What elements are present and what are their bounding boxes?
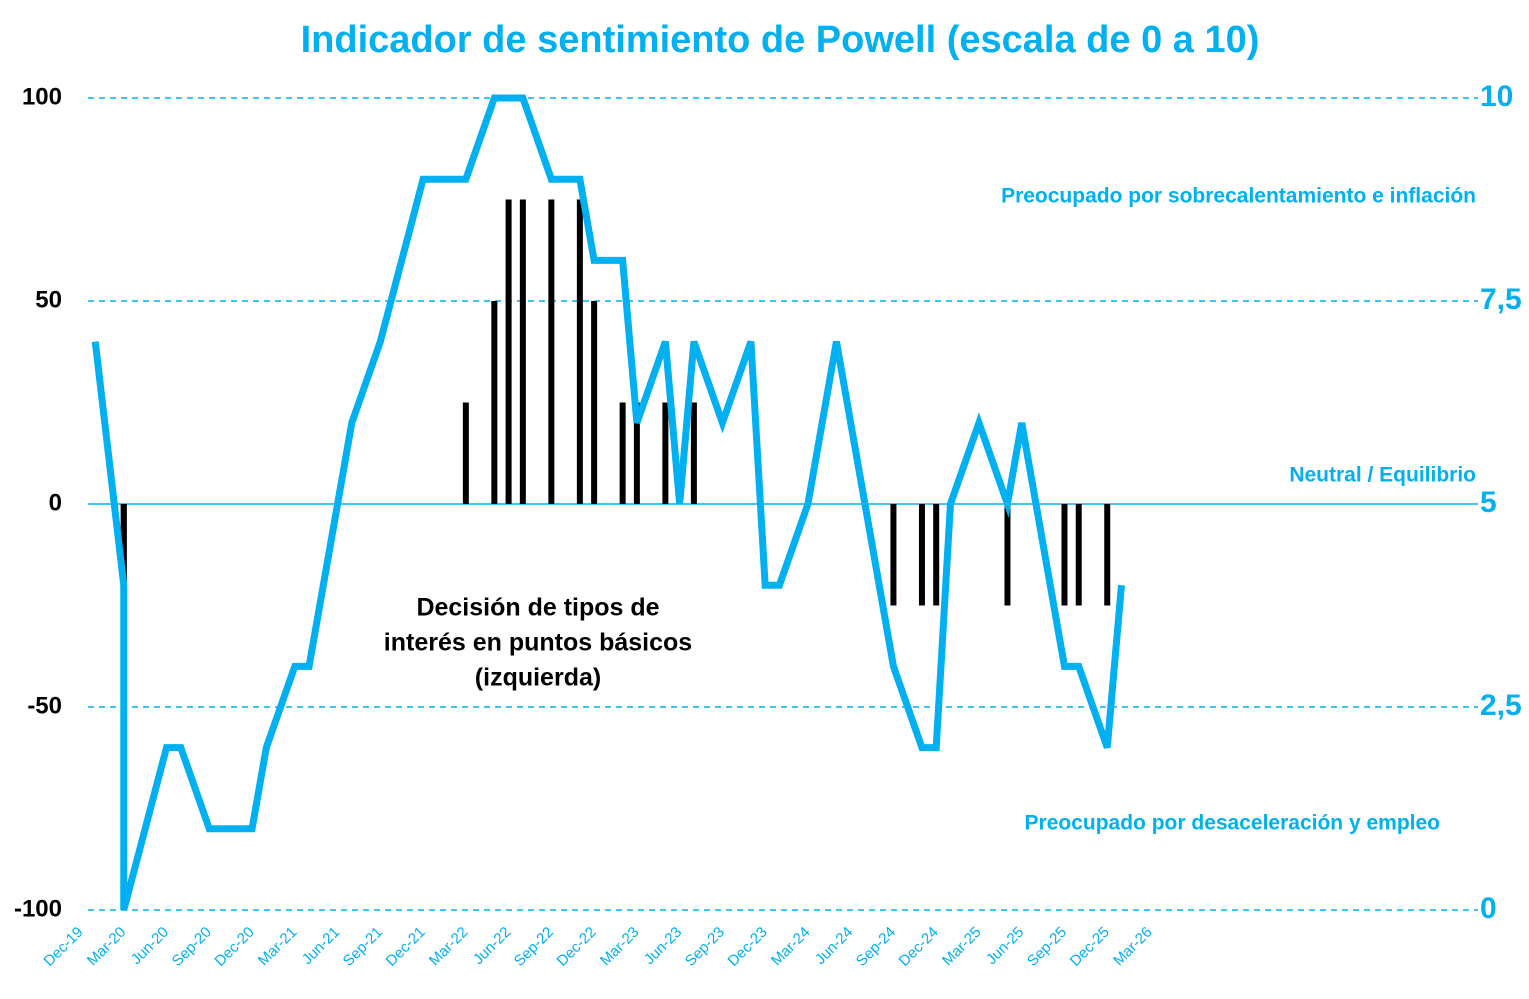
x-tick-label: Mar-21 bbox=[255, 924, 301, 970]
x-tick-label: Jun-24 bbox=[812, 924, 856, 968]
x-tick-label: Mar-25 bbox=[939, 924, 985, 970]
bar bbox=[1075, 504, 1082, 606]
bar-label: Decisión de tipos de bbox=[416, 594, 659, 622]
x-tick-label: Dec-19 bbox=[40, 924, 86, 970]
bar bbox=[548, 199, 555, 504]
x-tick-label: Jun-23 bbox=[641, 924, 685, 968]
y2-tick-label: 2,5 bbox=[1480, 689, 1522, 722]
bar bbox=[462, 402, 469, 504]
x-tick-label: Dec-25 bbox=[1067, 924, 1113, 970]
y-tick-label: -50 bbox=[27, 692, 62, 719]
bar bbox=[890, 504, 897, 606]
bar-label: (izquierda) bbox=[475, 664, 601, 692]
bar bbox=[591, 301, 598, 504]
x-tick-label: Mar-22 bbox=[426, 924, 472, 970]
x-tick-label: Dec-22 bbox=[554, 924, 600, 970]
x-tick-label: Dec-24 bbox=[896, 924, 942, 970]
bar bbox=[918, 504, 925, 606]
y-tick-label: -100 bbox=[14, 895, 62, 922]
x-tick-label: Jun-22 bbox=[470, 924, 514, 968]
bar bbox=[1061, 504, 1068, 606]
bar bbox=[1004, 504, 1011, 606]
bar bbox=[1104, 504, 1111, 606]
bar bbox=[633, 402, 640, 504]
y2-tick-label: 10 bbox=[1480, 80, 1513, 113]
x-tick-label: Sep-21 bbox=[340, 924, 386, 970]
line bbox=[91, 94, 1125, 911]
bar bbox=[491, 301, 498, 504]
y-tick-label: 0 bbox=[49, 489, 62, 516]
x-tick-label: Jun-20 bbox=[128, 924, 172, 968]
bar bbox=[933, 504, 940, 606]
bar bbox=[519, 199, 526, 504]
annotation: Preocupado por sobrecalentamiento e infl… bbox=[1001, 185, 1476, 208]
x-tick-label: Sep-20 bbox=[169, 924, 215, 970]
x-tick-label: Sep-22 bbox=[511, 924, 557, 970]
y-tick-label: 100 bbox=[22, 83, 62, 110]
x-tick-label: Sep-23 bbox=[682, 924, 728, 970]
chart-title: Indicador de sentimiento de Powell (esca… bbox=[301, 19, 1260, 61]
annotation: Preocupado por desaceleración y empleo bbox=[1025, 812, 1440, 835]
x-tick-label: Dec-20 bbox=[211, 924, 257, 970]
annotation: Neutral / Equilibrio bbox=[1289, 464, 1476, 487]
x-tick-label: Dec-21 bbox=[382, 924, 428, 970]
bar bbox=[662, 402, 669, 504]
x-tick-label: Jun-21 bbox=[299, 924, 343, 968]
x-tick-label: Sep-24 bbox=[853, 924, 899, 970]
x-tick-label: Mar-23 bbox=[597, 924, 643, 970]
y-tick-label: 50 bbox=[35, 286, 62, 313]
bar-label: interés en puntos básicos bbox=[384, 629, 692, 657]
x-tick-label: Dec-23 bbox=[725, 924, 771, 970]
x-tick-label: Mar-24 bbox=[768, 924, 814, 970]
bar bbox=[576, 199, 583, 504]
bar bbox=[619, 402, 626, 504]
x-tick-label: Mar-20 bbox=[84, 924, 130, 970]
y2-tick-label: 7,5 bbox=[1480, 283, 1522, 316]
x-tick-label: Sep-25 bbox=[1024, 924, 1070, 970]
y2-tick-label: 5 bbox=[1480, 486, 1497, 519]
bar bbox=[690, 402, 697, 504]
y2-tick-label: 0 bbox=[1480, 892, 1497, 925]
x-tick-label: Mar-26 bbox=[1110, 924, 1156, 970]
bar bbox=[505, 199, 512, 504]
x-tick-label: Jun-25 bbox=[983, 924, 1027, 968]
